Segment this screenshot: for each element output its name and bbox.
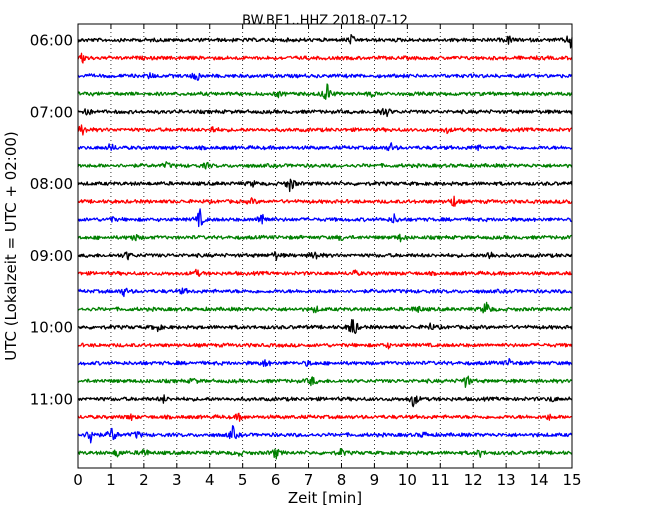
x-tick-label: 2 — [139, 471, 149, 489]
y-tick-label: 06:00 — [30, 32, 73, 50]
chart-title: BW.BE1..HHZ 2018-07-12 — [242, 14, 408, 29]
trace-0615 — [77, 52, 573, 64]
x-tick-label: 9 — [370, 471, 380, 489]
trace-0815 — [77, 195, 573, 207]
x-tick-label: 8 — [337, 471, 347, 489]
trace-0645 — [77, 83, 573, 100]
x-tick-label: 4 — [205, 471, 215, 489]
trace-0630 — [77, 72, 573, 81]
trace-0830 — [77, 208, 573, 228]
y-tick-label: 07:00 — [30, 103, 73, 121]
y-axis-label: UTC (Lokalzeit = UTC + 02:00) — [2, 131, 20, 361]
trace-0700 — [77, 107, 573, 118]
y-tick-label: 09:00 — [30, 247, 73, 265]
seismogram-traces — [77, 33, 573, 460]
x-tick-label: 13 — [497, 471, 516, 489]
trace-0915 — [77, 268, 573, 277]
plot-frame — [77, 23, 573, 469]
x-tick-label: 10 — [398, 471, 417, 489]
trace-0600 — [77, 33, 573, 49]
plot-background — [78, 24, 572, 468]
x-tick-label: 6 — [271, 471, 281, 489]
x-tick-label: 7 — [304, 471, 314, 489]
y-axis-ticks: 06:00 07:00 08:00 09:00 10:00 11:00 — [30, 32, 572, 409]
trace-0930 — [77, 287, 573, 298]
trace-0730 — [77, 142, 573, 152]
trace-0900 — [77, 251, 573, 261]
trace-1130 — [77, 425, 573, 444]
trace-1145 — [77, 447, 573, 460]
trace-1100 — [77, 394, 573, 408]
trace-1115 — [77, 412, 573, 422]
trace-1015 — [77, 342, 573, 350]
x-tick-label: 14 — [530, 471, 549, 489]
y-tick-label: 11:00 — [30, 391, 73, 409]
x-tick-label: 12 — [464, 471, 483, 489]
trace-1000 — [77, 319, 573, 335]
x-axis-ticks: 0 1 2 3 4 5 6 7 8 9 10 11 12 13 14 15 — [73, 24, 582, 489]
trace-0745 — [77, 161, 573, 170]
x-tick-label: 0 — [73, 471, 83, 489]
trace-0715 — [77, 124, 573, 136]
trace-0800 — [77, 178, 573, 193]
trace-1030 — [77, 357, 573, 368]
x-tick-label: 3 — [172, 471, 182, 489]
x-tick-label: 15 — [562, 471, 581, 489]
x-tick-label: 11 — [431, 471, 450, 489]
trace-0945 — [77, 301, 573, 314]
y-tick-label: 10:00 — [30, 319, 73, 337]
x-axis-label: Zeit [min] — [288, 489, 362, 507]
y-tick-label: 08:00 — [30, 175, 73, 193]
x-tick-label: 5 — [238, 471, 248, 489]
trace-1045 — [77, 375, 573, 388]
x-tick-label: 1 — [106, 471, 116, 489]
trace-0845 — [77, 233, 573, 243]
